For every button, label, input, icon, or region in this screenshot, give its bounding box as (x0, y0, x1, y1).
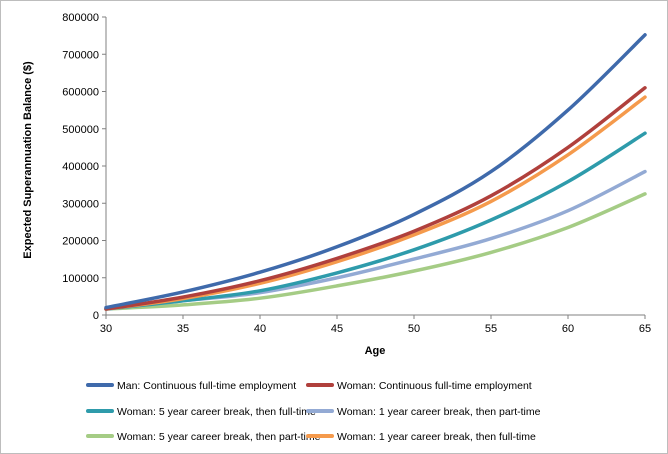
x-tick-label: 40 (254, 323, 266, 335)
y-tick-label: 400000 (62, 161, 99, 173)
legend-label: Man: Continuous full-time employment (117, 380, 296, 392)
legend-label: Woman: 5 year career break, then part-ti… (117, 431, 321, 443)
x-tick-label: 45 (331, 323, 343, 335)
series-line-5 (104, 192, 647, 311)
legend-label: Woman: 1 year career break, then full-ti… (337, 431, 536, 443)
legend-item: Woman: 1 year career break, then part-ti… (306, 406, 541, 418)
series-line-2 (104, 86, 647, 311)
y-tick-label: 100000 (62, 273, 99, 285)
x-tick-label: 30 (100, 323, 112, 335)
series-line-4 (104, 169, 647, 311)
x-tick-label: 60 (562, 323, 574, 335)
legend-label: Woman: 1 year career break, then part-ti… (337, 406, 541, 418)
series-line-1 (104, 33, 647, 310)
x-tick-label: 65 (639, 323, 651, 335)
series-lines (104, 33, 647, 311)
legend-item: Woman: Continuous full-time employment (306, 380, 532, 392)
legend-item: Woman: 5 year career break, then part-ti… (86, 431, 321, 443)
y-tick-label: 300000 (62, 198, 99, 210)
x-tick-label: 55 (485, 323, 497, 335)
y-tick-label: 0 (93, 310, 99, 322)
legend-item: Woman: 5 year career break, then full-ti… (86, 406, 316, 418)
y-tick-label: 700000 (62, 49, 99, 61)
legend-label: Woman: 5 year career break, then full-ti… (117, 406, 316, 418)
y-tick-label: 600000 (62, 87, 99, 99)
x-axis-title: Age (365, 345, 386, 357)
y-axis-title: Expected Superannuation Balance ($) (22, 61, 34, 259)
legend-item: Woman: 1 year career break, then full-ti… (306, 431, 536, 443)
legend-label: Woman: Continuous full-time employment (337, 380, 532, 392)
x-tick-label: 35 (177, 323, 189, 335)
axes: 0 100000 200000 300000 400000 500000 600000 700… (62, 12, 651, 335)
legend: Man: Continuous full-time employment Woma… (86, 380, 541, 443)
y-tick-label: 500000 (62, 124, 99, 136)
series-line-3 (104, 131, 647, 311)
y-tick-label: 200000 (62, 236, 99, 248)
y-tick-label: 800000 (62, 12, 99, 24)
x-tick-label: 50 (408, 323, 420, 335)
legend-item: Man: Continuous full-time employment (86, 380, 296, 392)
